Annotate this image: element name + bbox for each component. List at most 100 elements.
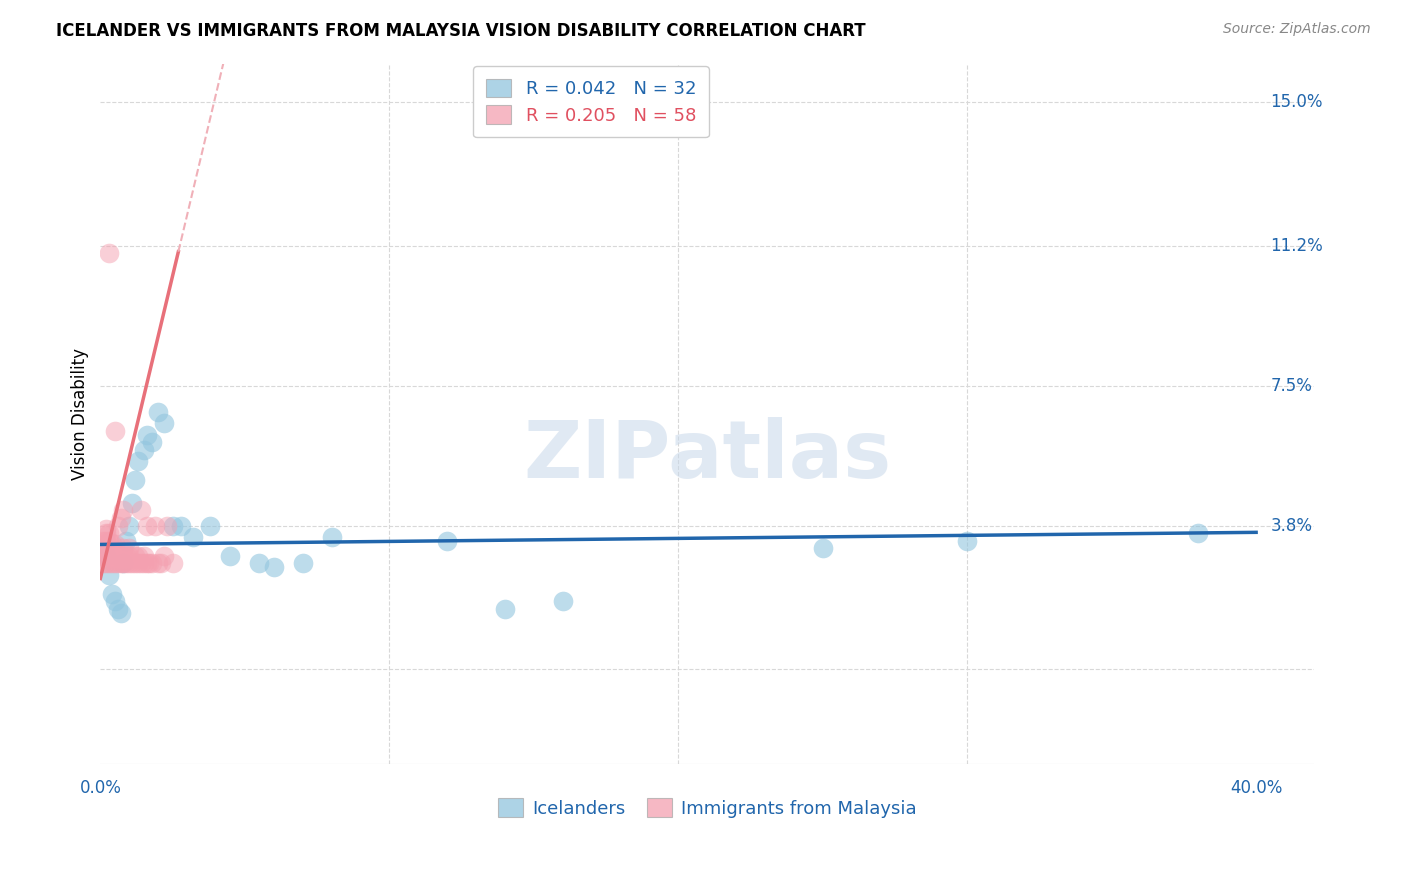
Point xyxy=(112,541,135,556)
Point xyxy=(129,503,152,517)
Point xyxy=(104,557,127,571)
Point xyxy=(150,557,173,571)
Point xyxy=(156,518,179,533)
Text: 15.0%: 15.0% xyxy=(1271,93,1323,111)
Point xyxy=(1187,526,1209,541)
Point xyxy=(94,522,117,536)
Legend: Icelanders, Immigrants from Malaysia: Icelanders, Immigrants from Malaysia xyxy=(491,791,924,825)
Point xyxy=(146,557,169,571)
Point xyxy=(132,442,155,457)
Point xyxy=(98,567,121,582)
Point xyxy=(98,526,121,541)
Point xyxy=(107,601,129,615)
Point xyxy=(135,557,157,571)
Point xyxy=(143,518,166,533)
Point xyxy=(118,557,141,571)
Point xyxy=(94,549,117,563)
Point xyxy=(141,557,163,571)
Point xyxy=(110,557,132,571)
Point xyxy=(132,557,155,571)
Point xyxy=(162,518,184,533)
Point xyxy=(219,549,242,563)
Point xyxy=(198,518,221,533)
Point xyxy=(104,424,127,438)
Point xyxy=(110,606,132,620)
Point xyxy=(135,518,157,533)
Point xyxy=(104,549,127,563)
Point xyxy=(115,557,138,571)
Point xyxy=(153,417,176,431)
Point xyxy=(101,549,124,563)
Point xyxy=(138,557,160,571)
Point xyxy=(170,518,193,533)
Point xyxy=(107,557,129,571)
Point xyxy=(124,473,146,487)
Point xyxy=(121,496,143,510)
Point xyxy=(94,557,117,571)
Point xyxy=(101,557,124,571)
Y-axis label: Vision Disability: Vision Disability xyxy=(72,348,89,480)
Text: Source: ZipAtlas.com: Source: ZipAtlas.com xyxy=(1223,22,1371,37)
Point xyxy=(132,549,155,563)
Point xyxy=(115,533,138,548)
Point xyxy=(135,427,157,442)
Point xyxy=(107,549,129,563)
Point xyxy=(98,549,121,563)
Point xyxy=(956,533,979,548)
Point xyxy=(146,405,169,419)
Point xyxy=(94,549,117,563)
Point xyxy=(110,549,132,563)
Point xyxy=(94,533,117,548)
Point xyxy=(247,557,270,571)
Point xyxy=(127,549,149,563)
Text: 0.0%: 0.0% xyxy=(79,779,121,797)
Point xyxy=(118,518,141,533)
Point xyxy=(141,435,163,450)
Point xyxy=(101,586,124,600)
Point xyxy=(121,557,143,571)
Point xyxy=(91,549,114,563)
Point xyxy=(104,594,127,608)
Point xyxy=(124,549,146,563)
Text: 3.8%: 3.8% xyxy=(1271,516,1313,534)
Point xyxy=(110,511,132,525)
Point xyxy=(127,454,149,468)
Text: 11.2%: 11.2% xyxy=(1271,236,1323,254)
Text: 7.5%: 7.5% xyxy=(1271,376,1312,394)
Point xyxy=(112,557,135,571)
Point xyxy=(94,545,117,559)
Point xyxy=(101,537,124,551)
Point xyxy=(127,557,149,571)
Point xyxy=(551,594,574,608)
Point xyxy=(112,503,135,517)
Text: ICELANDER VS IMMIGRANTS FROM MALAYSIA VISION DISABILITY CORRELATION CHART: ICELANDER VS IMMIGRANTS FROM MALAYSIA VI… xyxy=(56,22,866,40)
Text: ZIPatlas: ZIPatlas xyxy=(523,417,891,495)
Point xyxy=(291,557,314,571)
Point xyxy=(91,533,114,548)
Point xyxy=(118,549,141,563)
Point xyxy=(94,526,117,541)
Point xyxy=(118,541,141,556)
Point xyxy=(98,541,121,556)
Point xyxy=(104,545,127,559)
Point xyxy=(107,518,129,533)
Point xyxy=(115,549,138,563)
Point xyxy=(98,557,121,571)
Point xyxy=(124,557,146,571)
Point xyxy=(321,530,343,544)
Point xyxy=(263,560,285,574)
Point xyxy=(98,246,121,260)
Point xyxy=(91,557,114,571)
Point xyxy=(153,549,176,563)
Point xyxy=(101,541,124,556)
Point xyxy=(91,541,114,556)
Point xyxy=(112,557,135,571)
Point xyxy=(436,533,458,548)
Point xyxy=(181,530,204,544)
Text: 40.0%: 40.0% xyxy=(1230,779,1282,797)
Point xyxy=(104,537,127,551)
Point xyxy=(112,549,135,563)
Point xyxy=(98,533,121,548)
Point xyxy=(129,557,152,571)
Point xyxy=(94,537,117,551)
